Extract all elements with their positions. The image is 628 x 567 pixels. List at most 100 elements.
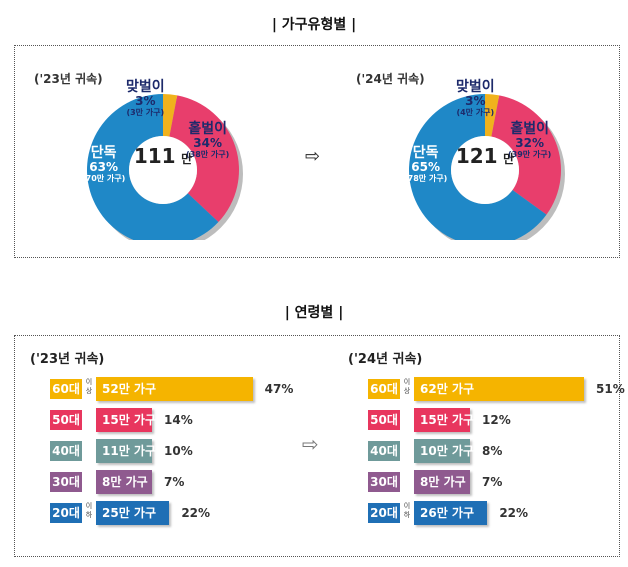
arrow-right-icon: ⇨ xyxy=(305,146,321,167)
slice-label-dual-2024: 맞벌이 3% (4만 가구) xyxy=(456,79,495,117)
age-bar-label: 8만 가구 xyxy=(420,475,466,489)
slice-pct: 32% xyxy=(515,136,545,151)
age-pct-label: 7% xyxy=(164,475,185,489)
age-pct-label: 22% xyxy=(181,506,211,520)
slice-name: 맞벌이 xyxy=(126,79,165,95)
center-unit: 만 xyxy=(181,152,193,166)
age-bar: 15만 가구 xyxy=(414,408,474,432)
age-category-tag: 20대 xyxy=(368,503,400,523)
slice-single xyxy=(409,94,547,240)
age-bar: 8만 가구 xyxy=(414,470,470,494)
slice-pct: 63% xyxy=(89,160,119,175)
slice-dual xyxy=(485,94,500,137)
slice-dual xyxy=(163,94,178,137)
age-row: 50대 15만 가구 14% xyxy=(30,408,310,439)
age-bar: 26만 가구 xyxy=(414,501,488,525)
donut-chart-2024: ('24년 귀속) 맞벌이 3% (4만 가구) 홑벌이 32% (39만 가구… xyxy=(342,50,582,240)
slice-pct: 65% xyxy=(411,160,441,175)
age-bar: 52만 가구 xyxy=(96,377,253,401)
age-row: 40대 11만 가구 10% xyxy=(30,439,310,470)
age-row: 40대 10만 가구 8% xyxy=(348,439,628,470)
age-category-tag: 50대 xyxy=(368,410,400,430)
age-category-tag: 30대 xyxy=(50,472,82,492)
age-bar-chart-2023: ('23년 귀속) 60대 이상 52만 가구 47% 50대 15만 가구 14% 40대 1… xyxy=(30,348,310,532)
age-bar-label: 62만 가구 xyxy=(420,382,474,396)
age-bar: 62만 가구 xyxy=(414,377,584,401)
age-bar-label: 8만 가구 xyxy=(102,475,148,489)
slice-sub: (70만 가구) xyxy=(82,173,126,183)
donut-chart-2023: ('23년 귀속) 맞벌이 3% (3만 가구) 홑벌이 34% (38만 가구… xyxy=(20,50,260,240)
age-row: 20대 이하 25만 가구 22% xyxy=(30,501,310,532)
age-pct-label: 7% xyxy=(482,475,503,489)
slice-name: 홑벌이 xyxy=(188,121,227,137)
age-year-label-2024: ('24년 귀속) xyxy=(348,352,423,367)
age-pct-label: 8% xyxy=(482,444,503,458)
age-bar: 15만 가구 xyxy=(96,408,156,432)
age-bar-label: 25만 가구 xyxy=(102,506,156,520)
age-bar: 8만 가구 xyxy=(96,470,152,494)
age-row: 60대 이상 52만 가구 47% xyxy=(30,377,310,408)
age-category-tag: 40대 xyxy=(50,441,82,461)
age-bar-label: 52만 가구 xyxy=(102,382,156,396)
household-type-panel xyxy=(14,45,620,258)
slice-name: 단독 xyxy=(90,145,117,161)
slice-name: 맞벌이 xyxy=(456,79,495,95)
age-row: 50대 15만 가구 12% xyxy=(348,408,628,439)
slice-name: 단독 xyxy=(412,145,439,161)
slice-label-single-2023: 단독 63% (70만 가구) xyxy=(82,145,126,183)
year-label-2024: ('24년 귀속) xyxy=(356,72,425,86)
age-category-tag: 60대 xyxy=(50,379,82,399)
age-category-tag: 20대 xyxy=(50,503,82,523)
donut-center-total-2023: 111 만 xyxy=(130,144,196,168)
age-bar-label: 11만 가구 xyxy=(102,444,156,458)
age-row: 20대 이하 26만 가구 22% xyxy=(348,501,628,532)
age-category-tag: 40대 xyxy=(368,441,400,461)
age-pct-label: 51% xyxy=(596,382,625,396)
age-title: | 연령별 | xyxy=(284,305,344,321)
slice-label-sole-2024: 홑벌이 32% (39만 가구) xyxy=(508,121,552,159)
age-year-label-2023: ('23년 귀속) xyxy=(30,352,105,367)
donut-svg-2023 xyxy=(87,94,243,240)
slice-sub: (3만 가구) xyxy=(126,107,165,117)
age-pct-label: 14% xyxy=(164,413,193,427)
household-type-title: | 가구유형별 | xyxy=(271,17,357,33)
arrow-right-outline-icon: ⇨ xyxy=(302,432,319,456)
slice-label-dual-2023: 맞벌이 3% (3만 가구) xyxy=(126,79,165,117)
age-row: 30대 8만 가구 7% xyxy=(30,470,310,501)
age-rows-2024: 60대 이상 62만 가구 51% 50대 15만 가구 12% 40대 10만 가구 8% 30대… xyxy=(348,377,628,532)
age-pct-label: 22% xyxy=(499,506,529,520)
age-pct-label: 12% xyxy=(482,413,511,427)
center-value: 111 xyxy=(133,144,176,168)
age-suffix: 이상 xyxy=(403,378,411,395)
age-panel xyxy=(14,335,620,557)
slice-sub: (38만 가구) xyxy=(186,149,230,159)
age-pct-label: 47% xyxy=(264,382,294,396)
slice-pct: 3% xyxy=(135,94,156,109)
age-bar: 11만 가구 xyxy=(96,439,156,463)
age-pct-label: 10% xyxy=(164,444,193,458)
slice-label-sole-2023: 홑벌이 34% (38만 가구) xyxy=(186,121,230,159)
slice-sub: (4만 가구) xyxy=(456,107,495,117)
donut-hole xyxy=(451,136,519,204)
age-suffix: 이하 xyxy=(403,502,411,519)
age-bar-chart-2024: ('24년 귀속) 60대 이상 62만 가구 51% 50대 15만 가구 12% 40대 1… xyxy=(348,348,628,532)
slice-pct: 3% xyxy=(465,94,486,109)
age-category-tag: 60대 xyxy=(368,379,400,399)
donut-svg-2024 xyxy=(409,94,565,240)
slice-sole xyxy=(491,95,561,215)
slice-pct: 34% xyxy=(193,136,223,151)
year-label-2023: ('23년 귀속) xyxy=(34,72,103,86)
slice-sub: (39만 가구) xyxy=(508,149,552,159)
donut-center-total-2024: 121 만 xyxy=(452,144,518,168)
age-row: 60대 이상 62만 가구 51% xyxy=(348,377,628,408)
slice-label-single-2024: 단독 65% (78만 가구) xyxy=(404,145,448,183)
age-bar-label: 15만 가구 xyxy=(102,413,156,427)
center-value: 121 xyxy=(455,144,498,168)
age-suffix: 이상 xyxy=(85,378,93,395)
slice-sole xyxy=(169,95,239,223)
slice-sub: (78만 가구) xyxy=(404,173,448,183)
age-bar: 25만 가구 xyxy=(96,501,170,525)
age-bar-label: 26만 가구 xyxy=(420,506,474,520)
age-rows-2023: 60대 이상 52만 가구 47% 50대 15만 가구 14% 40대 11만 가구 10% 30… xyxy=(30,377,310,532)
age-category-tag: 30대 xyxy=(368,472,400,492)
